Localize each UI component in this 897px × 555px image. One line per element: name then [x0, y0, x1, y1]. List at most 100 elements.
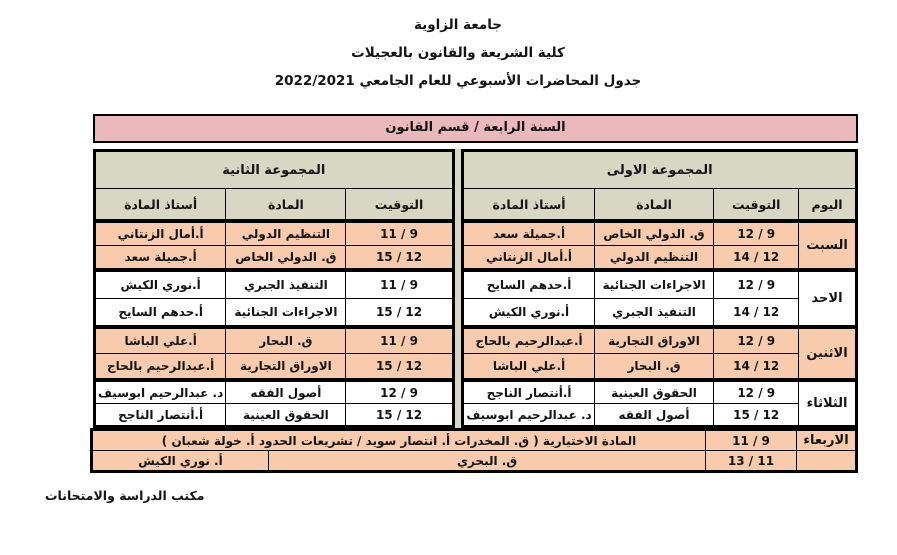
- time-cell: 12 / 9: [345, 378, 454, 404]
- table-row: 14 / 12 التنظيم الدولي أ.أمال الزنتاني: [462, 245, 857, 271]
- professor-cell: أ.جميلة سعد: [462, 219, 595, 246]
- group1-table: المجموعة الاولى اليوم التوقيت المادة أست…: [461, 149, 858, 428]
- document-header: جامعة الزاوية كلية الشريعة والقانون بالع…: [50, 16, 866, 100]
- office-footer-label: مكتب الدراسة والامتحانات: [45, 488, 205, 503]
- day-cell: الاربعاء: [796, 429, 857, 451]
- subject-cell: التنفيذ الجبري: [593, 298, 715, 328]
- elective-subject-cell: المادة الاختيارية ( ق. المخدرات أ. انتصا…: [91, 429, 706, 451]
- subject-cell: الحقوق العينية: [593, 378, 715, 404]
- subject-cell: الاجراءات الجنائية: [225, 298, 347, 328]
- professor-cell: أ.عبدالرحيم بالحاج: [462, 325, 595, 354]
- table-gap-strip: [454, 149, 462, 428]
- professor-cell: د. عبدالرحيم ابوسيف: [462, 403, 595, 427]
- groups-row: المجموعة الاولى اليوم التوقيت المادة أست…: [93, 149, 858, 428]
- university-title: جامعة الزاوية: [413, 17, 503, 33]
- table-row: الاثنين 12 / 9 الاوراق التجارية أ.عبدالر…: [462, 325, 857, 381]
- day-cell: الاثنين: [798, 325, 857, 381]
- time-cell: 15 / 12: [345, 403, 454, 427]
- subject-cell: أصول الفقه: [225, 378, 347, 404]
- wednesday-table: الاربعاء 11 / 9 المادة الاختيارية ( ق. ا…: [90, 428, 858, 473]
- table-row: 15 / 12 أصول الفقه د. عبدالرحيم ابوسيف: [462, 403, 857, 427]
- professor-cell: أ.نوري الكيش: [93, 268, 227, 299]
- professor-cell: أ.حدهم السايح: [462, 268, 595, 299]
- table-row: اليوم التوقيت المادة أستاذ المادة: [462, 188, 857, 223]
- table-row: 15 / 12 ق. الدولي الخاص أ.جميلة سعد: [93, 245, 454, 271]
- time-cell: 11 / 9: [345, 219, 454, 246]
- time-cell: 12 / 9: [713, 378, 800, 404]
- subject-cell: التنظيم الدولي: [225, 219, 347, 246]
- time-cell: 11 / 9: [705, 429, 797, 451]
- table-row: الاربعاء 11 / 9 المادة الاختيارية ( ق. ا…: [91, 429, 857, 451]
- professor-cell: أ.علي الباشا: [93, 325, 227, 354]
- time-cell: 14 / 12: [713, 353, 800, 381]
- professor-cell: أ.عبدالرحيم بالحاج: [93, 353, 227, 381]
- subject-column-header: المادة: [593, 188, 715, 223]
- subject-cell: ق. البحار: [225, 325, 347, 354]
- table-row: 11 / 9 ق. البحار أ.علي الباشا: [93, 325, 454, 354]
- subject-column-header: المادة: [225, 188, 347, 223]
- time-cell: 15 / 12: [713, 403, 800, 427]
- subject-cell: الحقوق العينية: [225, 403, 347, 427]
- day-cell: الاحد: [798, 268, 857, 328]
- time-column-header: التوقيت: [713, 188, 800, 223]
- table-row: 15 / 12 الاجراءات الجنائية أ.حدهم السايح: [93, 298, 454, 328]
- time-cell: 14 / 12: [713, 298, 800, 328]
- time-cell: 13 / 11: [705, 450, 797, 472]
- faculty-title: كلية الشريعة والقانون بالعجيلات: [351, 45, 565, 61]
- group1-header: المجموعة الاولى: [462, 150, 857, 189]
- professor-cell: د. عبدالرحيم ابوسيف: [93, 378, 227, 404]
- table-row: 11 / 9 التنظيم الدولي أ.أمال الزنتاني: [93, 219, 454, 246]
- subject-cell: الاوراق التجارية: [225, 353, 347, 381]
- professor-cell: أ. نوري الكيش: [91, 450, 269, 472]
- time-column-header: التوقيت: [345, 188, 454, 223]
- year-department-banner: السنة الرابعة / قسم القانون: [93, 114, 858, 143]
- table-row: 14 / 12 التنفيذ الجبري أ.نوري الكيش: [462, 298, 857, 328]
- schedule-title: جدول المحاضرات الأسبوعي للعام الجامعي 20…: [274, 73, 642, 89]
- time-cell: 15 / 12: [345, 298, 454, 328]
- day-cell: الثلاثاء: [798, 378, 857, 427]
- table-row: 15 / 12 الحقوق العينية أ.أنتصار الناجح: [93, 403, 454, 427]
- schedule-table-area: السنة الرابعة / قسم القانون المجموعة الا…: [90, 114, 858, 473]
- table-row: التوقيت المادة أستاذ المادة: [93, 188, 454, 223]
- table-row: 11 / 9 التنفيذ الجبري أ.نوري الكيش: [93, 268, 454, 299]
- subject-cell: ق. الدولي الخاص: [225, 245, 347, 271]
- time-cell: 14 / 12: [713, 245, 800, 271]
- table-row: المجموعة الثانية: [94, 150, 454, 189]
- day-cell: السبت: [798, 219, 857, 271]
- time-cell: 11 / 9: [345, 268, 454, 299]
- group2-table: المجموعة الثانية التوقيت المادة أستاذ ال…: [93, 149, 455, 428]
- professor-cell: أ.حدهم السايح: [93, 298, 227, 328]
- professor-cell: أ.جميلة سعد: [93, 245, 227, 271]
- time-cell: 12 / 9: [713, 268, 800, 299]
- subject-cell: التنفيذ الجبري: [225, 268, 347, 299]
- subject-cell: التنظيم الدولي: [593, 245, 715, 271]
- table-row: 13 / 11 ق. البحري أ. نوري الكيش: [91, 450, 857, 472]
- professor-column-header: أستاذ المادة: [462, 188, 595, 223]
- professor-cell: أ.أنتصار الناجح: [462, 378, 595, 404]
- subject-cell: الاوراق التجارية: [593, 325, 715, 354]
- table-row: 15 / 12 الاوراق التجارية أ.عبدالرحيم بال…: [93, 353, 454, 381]
- time-cell: 12 / 9: [713, 325, 800, 354]
- time-cell: 15 / 12: [345, 245, 454, 271]
- table-row: الثلاثاء 12 / 9 الحقوق العينية أ.أنتصار …: [462, 378, 857, 427]
- professor-cell: أ.أنتصار الناجح: [93, 403, 227, 427]
- subject-cell: ق. البحري: [268, 450, 706, 472]
- subject-cell: الاجراءات الجنائية: [593, 268, 715, 299]
- subject-cell: ق. البحار: [593, 353, 715, 381]
- subject-cell: أصول الفقه: [593, 403, 715, 427]
- professor-cell: أ.نوري الكيش: [462, 298, 595, 328]
- professor-cell: أ.أمال الزنتاني: [93, 219, 227, 246]
- table-row: 12 / 9 أصول الفقه د. عبدالرحيم ابوسيف: [93, 378, 454, 404]
- empty-day-cell: [796, 450, 857, 472]
- professor-column-header: أستاذ المادة: [93, 188, 227, 223]
- table-row: 14 / 12 ق. البحار أ.علي الباشا: [462, 353, 857, 381]
- time-cell: 11 / 9: [345, 325, 454, 354]
- professor-cell: أ.علي الباشا: [462, 353, 595, 381]
- table-row: المجموعة الاولى: [462, 150, 857, 189]
- subject-cell: ق. الدولي الخاص: [593, 219, 715, 246]
- professor-cell: أ.أمال الزنتاني: [462, 245, 595, 271]
- time-cell: 15 / 12: [345, 353, 454, 381]
- time-cell: 12 / 9: [713, 219, 800, 246]
- table-row: الاحد 12 / 9 الاجراءات الجنائية أ.حدهم ا…: [462, 268, 857, 328]
